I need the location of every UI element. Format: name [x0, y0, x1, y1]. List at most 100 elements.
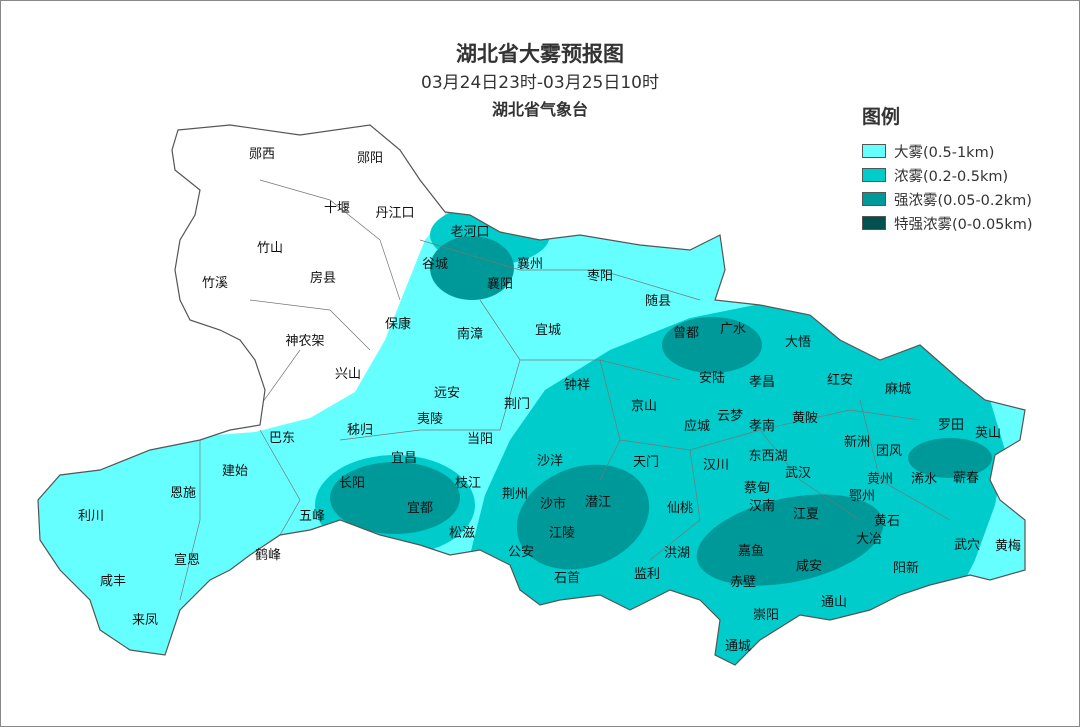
- legend-swatch: [862, 216, 886, 230]
- issuer: 湖北省气象台: [491, 100, 588, 119]
- place-label: 南漳: [457, 326, 483, 342]
- place-label: 公安: [508, 545, 534, 560]
- fog-zone-strong-dense-fog: [330, 236, 992, 586]
- place-label: 京山: [631, 399, 657, 414]
- place-label: 黄陂: [792, 410, 818, 426]
- place-label: 通山: [821, 595, 847, 610]
- place-label: 仙桃: [667, 501, 693, 516]
- place-label: 孝南: [749, 418, 775, 434]
- place-label: 丹江口: [375, 206, 414, 221]
- place-label: 曾都: [673, 326, 699, 341]
- place-label: 监利: [634, 567, 660, 582]
- place-label: 汉川: [703, 458, 729, 473]
- place-label: 东西湖: [748, 449, 787, 464]
- place-label: 安陆: [699, 370, 725, 386]
- place-label: 恩施: [170, 486, 196, 501]
- place-label: 松滋: [449, 526, 475, 541]
- place-label: 钟祥: [564, 377, 590, 393]
- place-label: 荆州: [502, 486, 528, 502]
- place-label: 江夏: [793, 507, 819, 522]
- legend-item: 浓雾(0.2-0.5km): [862, 163, 1033, 187]
- place-label: 赤壁: [730, 575, 756, 590]
- place-label: 宣恩: [174, 552, 200, 568]
- place-label: 五峰: [299, 509, 325, 524]
- place-label: 黄州: [867, 472, 893, 487]
- legend-swatch: [862, 192, 886, 206]
- legend-swatch: [862, 144, 886, 158]
- place-label: 老河口: [450, 225, 489, 240]
- map-title: 湖北省大雾预报图: [456, 42, 624, 66]
- place-label: 郧西: [249, 147, 275, 162]
- place-label: 保康: [385, 316, 411, 332]
- place-label: 沙市: [540, 496, 566, 512]
- place-label: 神农架: [285, 334, 324, 349]
- place-label: 咸安: [796, 559, 822, 574]
- place-label: 团风: [876, 444, 902, 459]
- place-label: 浠水: [911, 472, 937, 487]
- place-label: 襄州: [517, 256, 543, 272]
- place-label: 竹山: [257, 241, 283, 256]
- place-label: 竹溪: [202, 276, 228, 291]
- place-label: 长阳: [339, 476, 365, 491]
- place-label: 嘉鱼: [738, 543, 764, 559]
- legend-swatch: [862, 168, 886, 182]
- legend-item: 大雾(0.5-1km): [862, 139, 1033, 163]
- place-label: 沙洋: [537, 454, 563, 469]
- legend-label: 特强浓雾(0-0.05km): [894, 216, 1033, 233]
- place-label: 建始: [222, 464, 248, 479]
- place-label: 英山: [975, 426, 1001, 441]
- place-label: 黄梅: [995, 539, 1021, 554]
- place-label: 云梦: [717, 409, 743, 424]
- place-label: 天门: [633, 455, 659, 470]
- place-label: 江陵: [549, 526, 575, 541]
- place-label: 汉南: [749, 498, 775, 514]
- place-label: 远安: [434, 386, 460, 401]
- place-label: 洪湖: [664, 546, 690, 561]
- legend-title: 图例: [862, 106, 901, 128]
- place-label: 蕲春: [953, 471, 979, 486]
- place-label: 襄阳: [487, 276, 513, 292]
- place-label: 阳新: [893, 560, 919, 576]
- place-label: 谷城: [422, 257, 448, 272]
- place-label: 大悟: [785, 335, 811, 350]
- place-label: 鄂州: [849, 489, 875, 504]
- county-borders: [179, 179, 951, 601]
- place-label: 崇阳: [753, 608, 779, 623]
- place-label: 巴东: [269, 431, 295, 446]
- place-label: 广水: [720, 322, 746, 337]
- legend-item: 强浓雾(0.05-0.2km): [862, 187, 1033, 211]
- place-label: 夷陵: [417, 411, 443, 427]
- place-label: 宜昌: [391, 451, 417, 466]
- place-label: 咸丰: [100, 574, 126, 589]
- place-label: 宜都: [407, 501, 433, 516]
- place-label: 利川: [78, 509, 104, 524]
- legend: 图例 大雾(0.5-1km) 浓雾(0.2-0.5km) 强浓雾(0.05-0.2k…: [862, 102, 1033, 235]
- place-label: 房县: [310, 270, 336, 286]
- place-label: 黄石: [874, 514, 900, 529]
- place-label: 武汉: [785, 466, 811, 481]
- place-label: 红安: [827, 372, 853, 388]
- legend-label: 强浓雾(0.05-0.2km): [894, 192, 1032, 209]
- place-label: 郧阳: [357, 151, 383, 166]
- place-label: 兴山: [335, 367, 361, 382]
- place-label: 大冶: [856, 532, 882, 547]
- place-label: 罗田: [938, 418, 964, 433]
- place-label: 孝昌: [749, 375, 775, 390]
- place-label: 随县: [645, 294, 671, 309]
- place-label: 通城: [725, 639, 751, 654]
- place-label: 宜城: [535, 323, 561, 338]
- legend-label: 大雾(0.5-1km): [894, 144, 995, 161]
- place-label: 麻城: [885, 382, 911, 397]
- place-label: 石首: [554, 571, 580, 586]
- legend-item: 特强浓雾(0-0.05km): [862, 211, 1033, 235]
- place-label: 潜江: [585, 495, 611, 510]
- place-label: 武穴: [954, 538, 980, 553]
- place-label: 秭归: [347, 423, 373, 438]
- legend-label: 浓雾(0.2-0.5km): [894, 168, 1009, 185]
- place-label: 应城: [684, 418, 710, 434]
- place-label: 枝江: [455, 476, 481, 491]
- place-label: 枣阳: [587, 269, 613, 284]
- place-label: 十堰: [324, 201, 350, 216]
- place-label: 当阳: [467, 432, 493, 447]
